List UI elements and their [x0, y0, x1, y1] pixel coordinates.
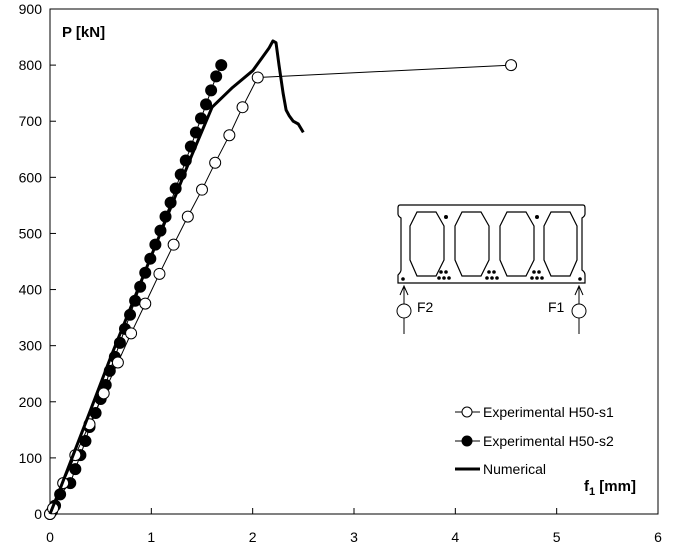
- y-tick-label: 800: [19, 57, 43, 73]
- y-axis-ticks: 0 100 200 300 400 500 600 700 800 900: [19, 1, 56, 522]
- x-axis-title: f1 [mm]: [584, 478, 636, 498]
- data-point: [215, 59, 228, 72]
- data-point: [251, 71, 264, 84]
- support-f2: [396, 284, 412, 334]
- y-tick-label: 900: [19, 1, 43, 17]
- reinforcement-dots: [401, 215, 582, 281]
- x-tick-label: 0: [46, 529, 54, 545]
- slab-core-2: [454, 211, 490, 277]
- data-point: [111, 356, 124, 369]
- legend-label-numerical: Numerical: [483, 461, 546, 477]
- x-tick-label: 1: [147, 529, 155, 545]
- y-tick-label: 400: [19, 282, 43, 298]
- x-tick-label: 4: [451, 529, 459, 545]
- data-point: [167, 238, 180, 251]
- data-point: [139, 297, 152, 310]
- x-tick-label: 2: [249, 529, 257, 545]
- series-line-2: [48, 39, 305, 515]
- y-tick-label: 0: [34, 506, 42, 522]
- data-point: [236, 101, 249, 114]
- slab-core-4: [543, 211, 578, 277]
- inset-label-f2: F2: [417, 299, 434, 315]
- x-axis-title-subscript: 1: [589, 486, 595, 498]
- data-point: [205, 84, 218, 97]
- legend-label-s2: Experimental H50-s2: [483, 433, 614, 449]
- legend-label-s1: Experimental H50-s1: [483, 404, 614, 420]
- series-0: [44, 59, 518, 520]
- data-point: [181, 210, 194, 223]
- legend-item-s1: Experimental H50-s1: [455, 404, 614, 420]
- data-point: [505, 59, 518, 72]
- series-line-0: [49, 64, 512, 515]
- slab-cross-section-inset: F2 F1: [396, 204, 587, 334]
- data-point: [210, 70, 223, 83]
- x-tick-label: 3: [350, 529, 358, 545]
- data-point: [196, 183, 208, 196]
- data-point: [125, 327, 138, 340]
- x-tick-label: 6: [654, 529, 662, 545]
- y-tick-label: 500: [19, 225, 43, 241]
- data-point: [200, 98, 213, 111]
- series-layer: [44, 39, 518, 520]
- support-f1: [571, 284, 587, 334]
- y-axis-title: P [kN]: [62, 24, 105, 41]
- slab-outline: [397, 204, 586, 284]
- data-point: [153, 267, 166, 280]
- x-tick-label: 5: [553, 529, 561, 545]
- series-2: [48, 39, 305, 515]
- legend-item-numerical: Numerical: [455, 461, 546, 477]
- data-point: [69, 463, 82, 476]
- y-tick-label: 700: [19, 113, 43, 129]
- y-tick-label: 200: [19, 394, 43, 410]
- legend-item-s2: Experimental H50-s2: [455, 433, 614, 449]
- y-tick-label: 600: [19, 169, 43, 185]
- slab-core-3: [499, 211, 535, 277]
- x-axis-ticks: 0 1 2 3 4 5 6: [46, 508, 662, 545]
- slab-core-1: [409, 211, 445, 277]
- inset-label-f1: F1: [548, 299, 565, 315]
- legend: Experimental H50-s1 Experimental H50-s2 …: [455, 404, 614, 477]
- data-point: [223, 129, 236, 142]
- data-point: [209, 156, 222, 169]
- y-tick-label: 100: [19, 450, 43, 466]
- x-axis-title-unit: [mm]: [595, 478, 636, 495]
- x-axis-title-main: f: [584, 478, 590, 495]
- y-tick-label: 300: [19, 338, 43, 354]
